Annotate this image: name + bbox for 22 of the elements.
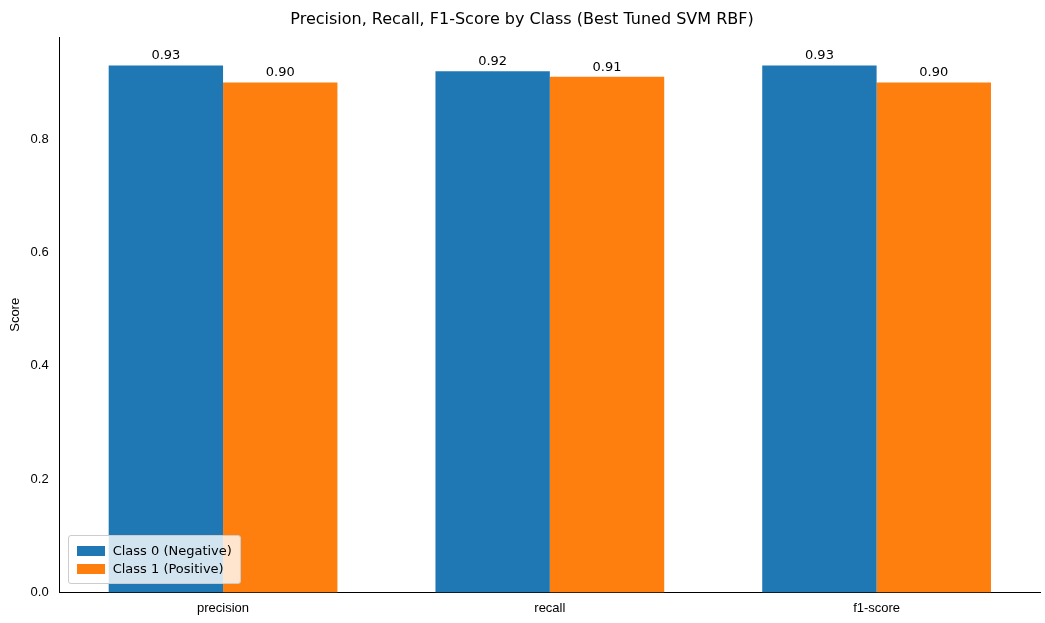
- legend-label: Class 0 (Negative): [112, 543, 232, 559]
- legend-label: Class 1 (Positive): [112, 561, 224, 577]
- y-tick-label: 0.2: [30, 470, 49, 486]
- chart-title: Precision, Recall, F1-Score by Class (Best Tuned SVM RBF): [290, 8, 754, 28]
- x-tick-label: precision: [197, 599, 250, 615]
- bar: [876, 82, 991, 593]
- data-label: 0.92: [478, 53, 508, 69]
- data-label: 0.93: [804, 47, 834, 63]
- y-tick-label: 0.8: [30, 130, 49, 146]
- x-tick-label: f1-score: [853, 599, 901, 615]
- data-label: 0.90: [265, 64, 295, 80]
- bar: [762, 65, 877, 593]
- y-axis-title: Score: [7, 297, 23, 332]
- y-tick-label: 0.0: [30, 583, 49, 599]
- data-label: 0.93: [151, 47, 181, 63]
- y-tick-label: 0.4: [30, 357, 49, 373]
- data-label: 0.91: [592, 58, 622, 74]
- bar: [435, 71, 550, 593]
- data-label: 0.90: [919, 64, 949, 80]
- bar: [549, 76, 665, 593]
- y-tick-label: 0.6: [30, 244, 49, 260]
- x-tick-label: recall: [534, 599, 566, 615]
